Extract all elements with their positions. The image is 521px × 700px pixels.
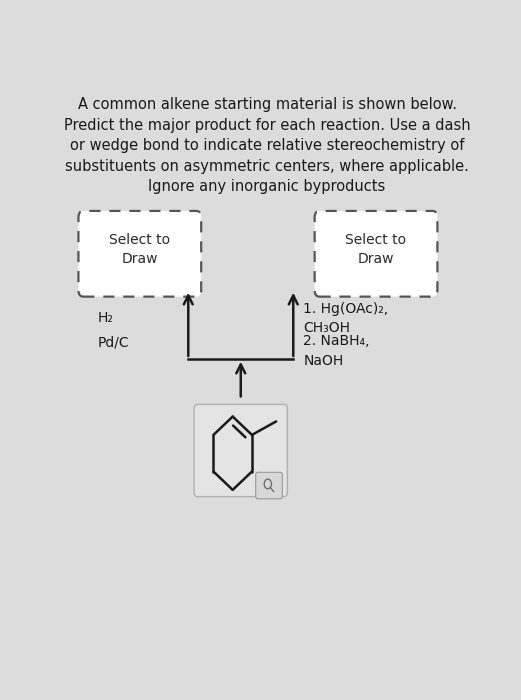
FancyBboxPatch shape: [315, 211, 438, 297]
Text: or wedge bond to indicate relative stereochemistry of: or wedge bond to indicate relative stere…: [70, 139, 464, 153]
Text: Ignore any inorganic byproducts: Ignore any inorganic byproducts: [148, 179, 386, 195]
Text: A common alkene starting material is shown below.: A common alkene starting material is sho…: [78, 97, 456, 113]
FancyBboxPatch shape: [194, 405, 288, 496]
FancyBboxPatch shape: [79, 211, 201, 297]
Text: 1. Hg(OAc)₂,
CH₃OH: 1. Hg(OAc)₂, CH₃OH: [303, 302, 389, 335]
Text: Select to
Draw: Select to Draw: [345, 233, 406, 266]
Text: H₂: H₂: [97, 312, 113, 326]
FancyBboxPatch shape: [256, 473, 282, 499]
Text: Select to
Draw: Select to Draw: [109, 233, 170, 266]
Text: Pd/C: Pd/C: [97, 336, 129, 350]
Text: Predict the major product for each reaction. Use a dash: Predict the major product for each react…: [64, 118, 470, 133]
Text: substituents on asymmetric centers, where applicable.: substituents on asymmetric centers, wher…: [65, 159, 469, 174]
Text: 2. NaBH₄,
NaOH: 2. NaBH₄, NaOH: [303, 334, 370, 368]
